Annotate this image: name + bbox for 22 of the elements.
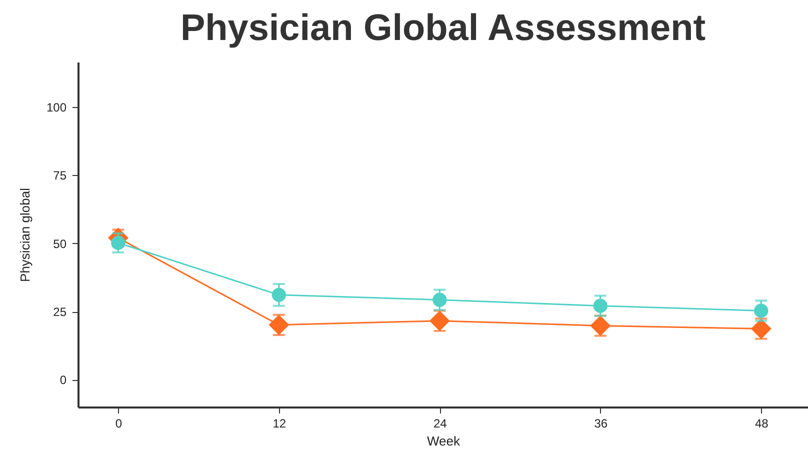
- point: [432, 292, 447, 307]
- point: [593, 298, 608, 313]
- point: [590, 315, 611, 336]
- point: [750, 318, 772, 339]
- x-tick-label: 36: [594, 416, 608, 430]
- x-tick-label: 48: [754, 416, 769, 430]
- x-tick-label: 12: [272, 416, 286, 430]
- y-tick-label: 100: [46, 100, 67, 114]
- point: [754, 304, 768, 318]
- y-axis-title: Physician global: [17, 188, 32, 282]
- point: [272, 288, 286, 302]
- point: [429, 310, 450, 332]
- y-tick-label: 25: [53, 305, 67, 320]
- x-tick-label: 24: [433, 416, 448, 430]
- point: [268, 314, 290, 336]
- x-tick-label: 0: [115, 416, 122, 430]
- point: [111, 236, 126, 250]
- chart-title: Physician Global Assessment: [180, 7, 706, 48]
- y-tick-label: 75: [53, 168, 67, 183]
- y-tick-label: 0: [60, 373, 67, 388]
- y-tick-label: 50: [53, 236, 67, 251]
- x-axis-title: Week: [427, 434, 460, 448]
